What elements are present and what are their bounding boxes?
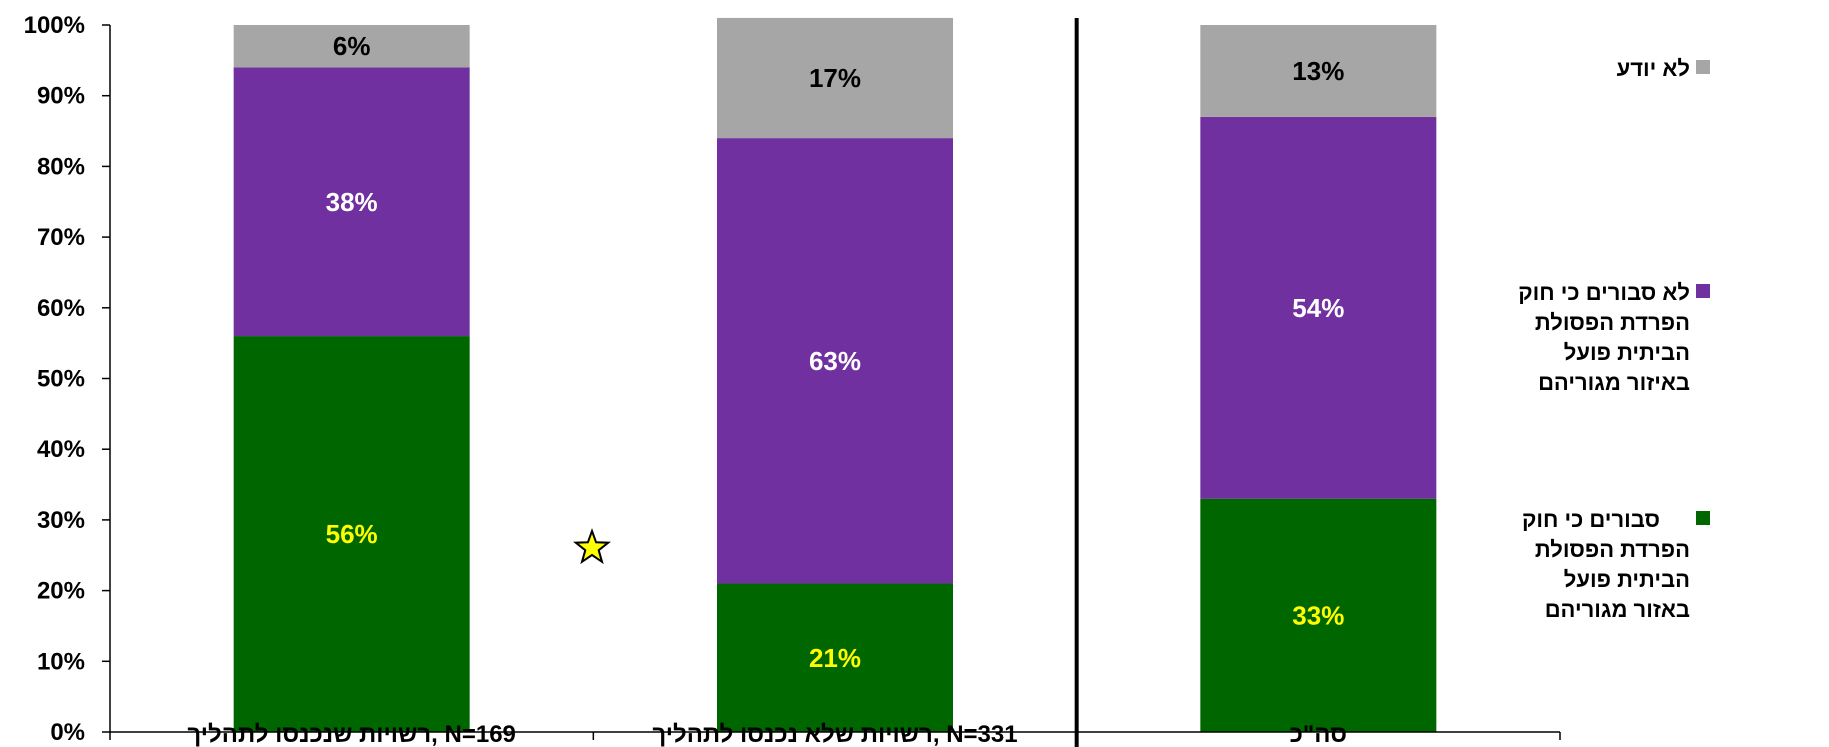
legend-label-line: הביתית פועל <box>1564 340 1690 365</box>
bar-segment <box>717 583 953 732</box>
y-tick-label: 30% <box>37 507 85 534</box>
y-tick-label: 90% <box>37 83 85 110</box>
legend-label-line: סבורים כי חוק <box>1522 507 1660 532</box>
y-tick-label: 70% <box>37 224 85 251</box>
legend-label-line: הפרדת הפסולת <box>1535 537 1690 562</box>
y-tick-label: 40% <box>37 436 85 463</box>
y-tick-label: 50% <box>37 366 85 393</box>
y-tick-label: 20% <box>37 578 85 605</box>
bars-layer: 56% 38% 6% 21% 63% 17% 33% 54% 13% <box>233 17 1437 732</box>
y-tick-label: 80% <box>37 153 85 180</box>
star-icon <box>573 528 611 565</box>
y-tick-label: 10% <box>37 648 85 675</box>
legend-label: לא סבורים כי חוק הפרדת הפסולת הביתית פועל ב… <box>1518 280 1690 395</box>
bar-segment <box>233 67 470 337</box>
axes-layer: 0% 10% 20% 30% 40% 50% 60% 70% 80% 90% 100% רשויות … <box>24 12 1561 747</box>
data-label: 13% <box>1292 56 1344 86</box>
x-category-label: רשויות שלא נכנסו לתהליך, N=331 <box>652 721 1017 747</box>
y-tick-label: 60% <box>37 295 85 322</box>
y-tick-label: 100% <box>24 12 85 39</box>
x-category-label: סה"כ <box>1290 721 1347 747</box>
bar-segment <box>233 336 470 732</box>
legend-swatch <box>1696 60 1710 74</box>
data-label: 54% <box>1292 293 1344 323</box>
data-label: 63% <box>809 346 861 376</box>
legend-swatch <box>1696 511 1710 525</box>
legend-label: סבורים כי חוק הפרדת הפסולת הביתית פועל באזו… <box>1522 507 1690 622</box>
bar-segment <box>717 138 953 584</box>
legend-label-line: הביתית פועל <box>1564 567 1690 592</box>
bar-segment <box>717 17 953 139</box>
annotations-layer <box>573 528 611 565</box>
x-category-label: רשויות שנכנסו לתהליך, N=169 <box>187 721 515 747</box>
legend-label-line: לא יודע <box>1617 56 1690 81</box>
legend-label: לא יודע <box>1617 56 1690 81</box>
legend-label-line: הפרדת הפסולת <box>1535 310 1690 335</box>
legend-label-line: באזור מגוריהם <box>1545 597 1690 622</box>
data-label: 6% <box>333 31 371 61</box>
data-label: 33% <box>1292 600 1344 630</box>
data-label: 21% <box>809 643 861 673</box>
bar-segment <box>1200 116 1437 499</box>
legend-label-line: באיזור מגוריהם <box>1538 370 1690 395</box>
data-label: 38% <box>326 187 378 217</box>
data-label: 17% <box>809 63 861 93</box>
bar-segment <box>1200 498 1437 732</box>
legend-label-line: לא סבורים כי חוק <box>1518 280 1690 305</box>
data-label: 56% <box>326 519 378 549</box>
y-tick-label: 0% <box>50 719 85 746</box>
bar-segment <box>233 25 470 68</box>
bar-segment <box>1200 25 1437 117</box>
legend: לא יודע לא סבורים כי חוק הפרדת הפסולת הביתי… <box>1518 56 1710 622</box>
legend-swatch <box>1696 284 1710 298</box>
